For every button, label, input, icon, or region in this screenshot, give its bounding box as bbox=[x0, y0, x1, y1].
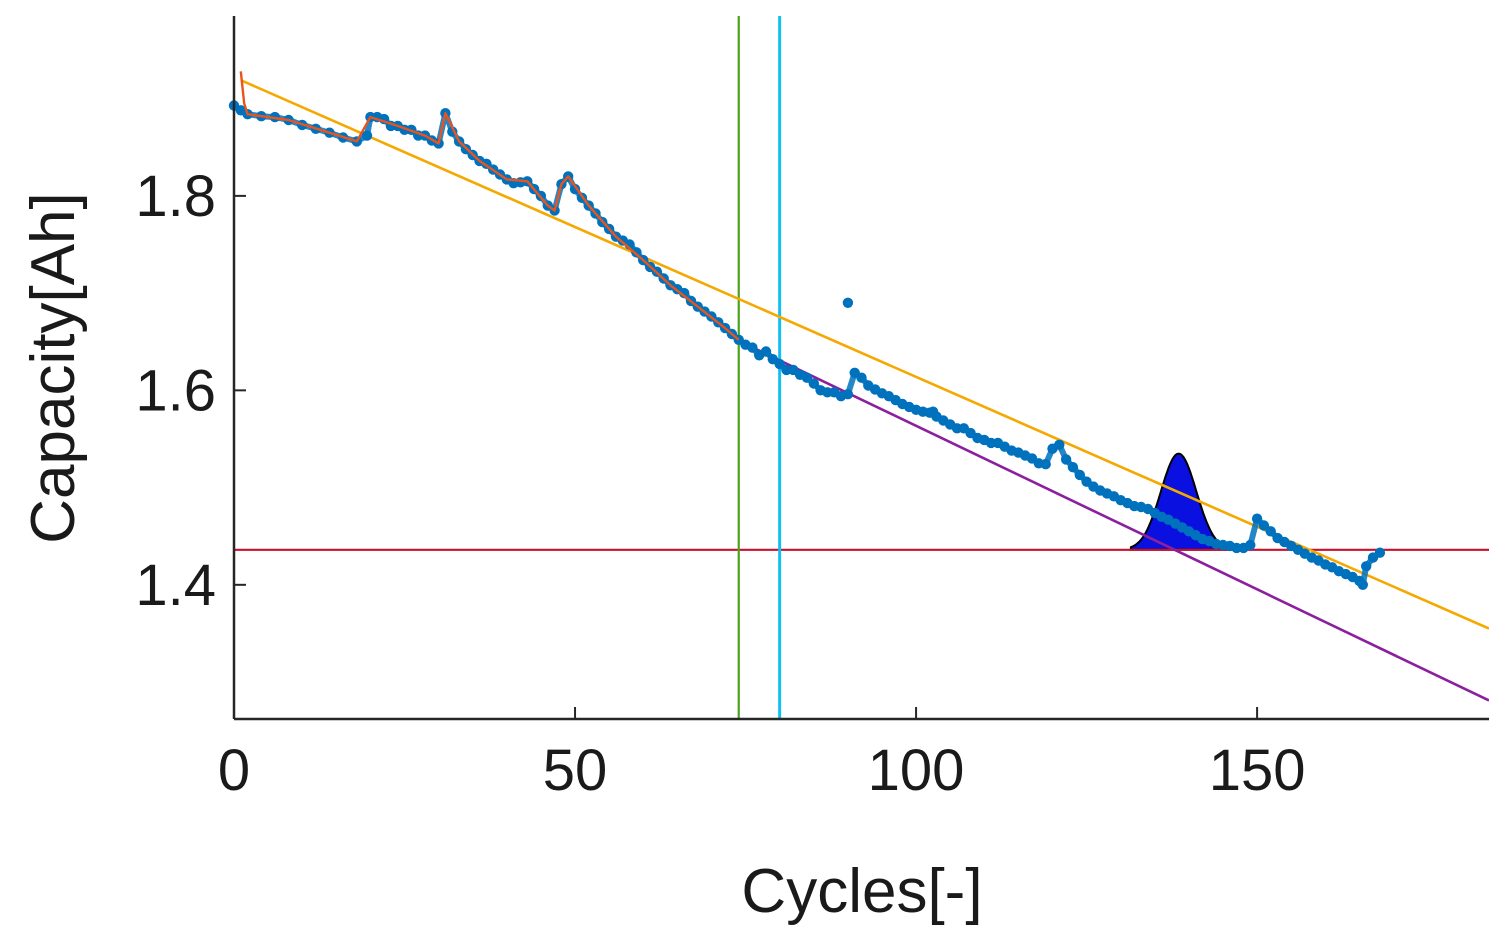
x-tick-label: 100 bbox=[868, 738, 965, 803]
x-tick-label: 0 bbox=[218, 738, 250, 803]
trend-lines-layer bbox=[234, 16, 1489, 719]
x-tick-label: 150 bbox=[1209, 738, 1306, 803]
y-tick-label: 1.6 bbox=[135, 358, 216, 423]
axes-layer bbox=[232, 16, 1489, 721]
y-tick-label: 1.8 bbox=[135, 164, 216, 229]
x-axis-label: Cycles[-] bbox=[741, 857, 982, 926]
measured-band bbox=[232, 103, 1382, 588]
measured-point bbox=[842, 297, 854, 308]
y-axis-label: Capacity[Ah] bbox=[19, 192, 88, 544]
predicted-degradation-line bbox=[738, 339, 1489, 702]
x-tick-label: 50 bbox=[543, 738, 608, 803]
measured-points-layer bbox=[228, 71, 1386, 590]
tick-labels-layer: 0 50 100 150 1.4 1.6 1.8 bbox=[135, 164, 1305, 803]
y-tick-label: 1.4 bbox=[135, 553, 216, 618]
filtered-capacity-line bbox=[239, 71, 740, 341]
